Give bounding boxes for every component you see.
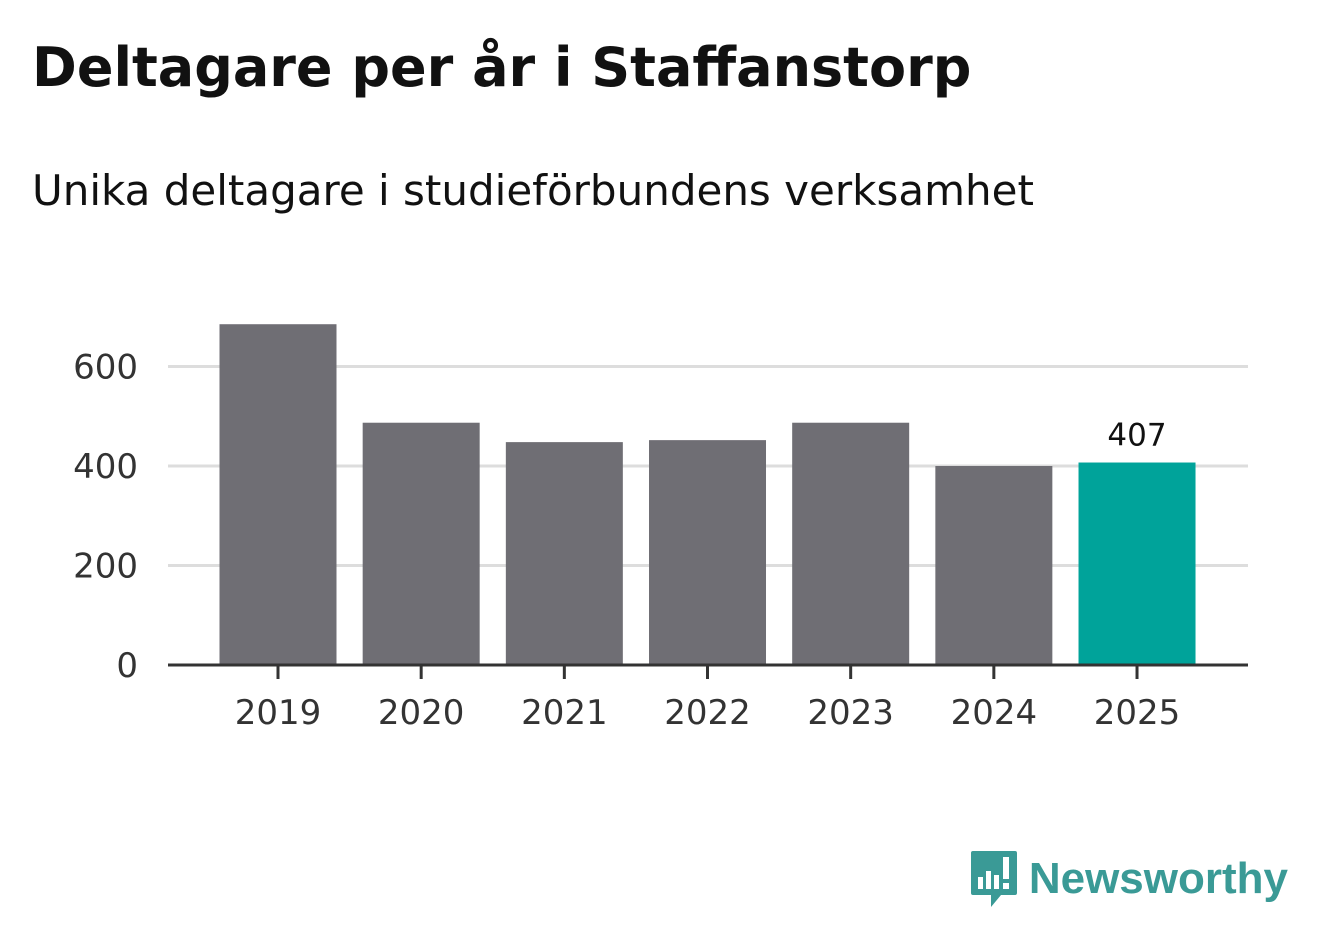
x-tick-label: 2019 xyxy=(235,693,322,733)
x-tick-label: 2022 xyxy=(664,693,751,733)
chart-title: Deltagare per år i Staffanstorp xyxy=(32,36,972,99)
y-tick-label: 600 xyxy=(73,348,138,388)
x-tick-label: 2021 xyxy=(521,693,608,733)
bar-2022 xyxy=(649,440,767,665)
chart-subtitle: Unika deltagare i studieförbundens verks… xyxy=(32,166,1034,215)
x-tick-label: 2020 xyxy=(378,693,465,733)
x-tick-label: 2024 xyxy=(951,693,1038,733)
x-axis-ticks: 2019 2020 2021 2022 2023 2024 2025 xyxy=(235,665,1181,733)
bar-2019 xyxy=(219,324,337,665)
bar-2023 xyxy=(792,422,910,665)
x-tick-label: 2025 xyxy=(1094,693,1181,733)
y-axis-ticks: 0 200 400 600 xyxy=(73,348,138,687)
bar-2021 xyxy=(505,442,623,665)
x-tick-label: 2023 xyxy=(807,693,894,733)
logo-text: Newsworthy xyxy=(1028,854,1288,903)
y-tick-label: 200 xyxy=(73,547,138,587)
newsworthy-chart-bubble-icon xyxy=(970,851,1017,907)
bar-2025 xyxy=(1078,462,1196,665)
bar-2020 xyxy=(362,422,480,665)
y-tick-label: 400 xyxy=(73,447,138,487)
bars xyxy=(219,324,1196,665)
newsworthy-logo: Newsworthy xyxy=(969,849,1288,909)
bar-2024 xyxy=(935,466,1053,665)
data-labels: 407 xyxy=(1107,418,1166,454)
data-label-2025: 407 xyxy=(1107,418,1166,454)
y-tick-label: 0 xyxy=(116,646,138,686)
